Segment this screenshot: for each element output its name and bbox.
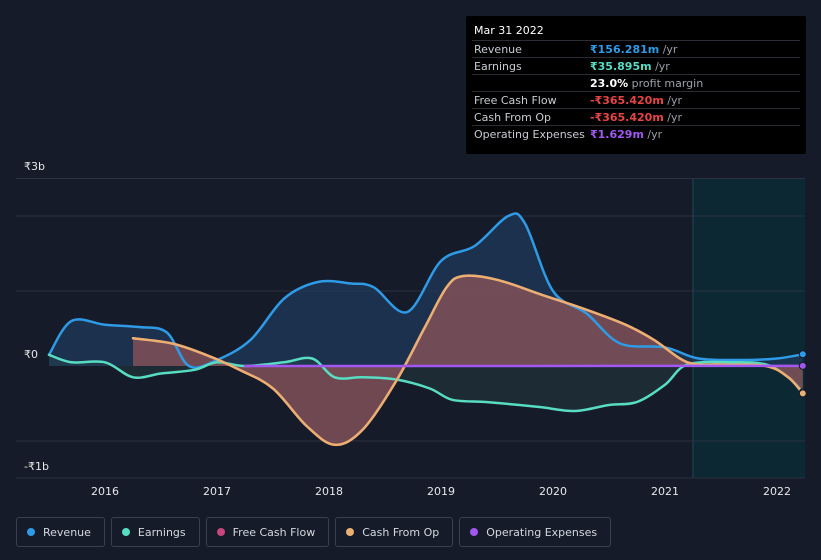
tooltip-row-margin: 23.0% profit margin <box>472 74 800 92</box>
cash-from-op-area <box>133 275 803 445</box>
x-tick-2021: 2021 <box>651 485 679 498</box>
forecast-band <box>693 178 805 478</box>
earnings-dot-icon <box>121 528 130 536</box>
legend-item-cash-from-op[interactable]: Cash From Op <box>335 517 454 547</box>
tooltip-value: ₹156.281m /yr <box>590 43 678 56</box>
x-tick-2016: 2016 <box>91 485 119 498</box>
tooltip-label: Free Cash Flow <box>474 94 557 107</box>
tooltip-value: -₹365.420m /yr <box>590 94 683 107</box>
data-tooltip: Mar 31 2022 Revenue ₹156.281m /yr Earnin… <box>466 16 806 154</box>
tooltip-value: ₹1.629m /yr <box>590 128 663 141</box>
earnings-area <box>49 354 803 412</box>
cash-from-op-end-marker <box>798 389 807 398</box>
chart-area: ₹3b ₹0 -₹1b 2016 2017 2018 2019 2020 202… <box>16 160 807 498</box>
tooltip-row-earnings: Earnings ₹35.895m /yr <box>472 57 800 75</box>
end-markers <box>798 350 807 398</box>
x-tick-2017: 2017 <box>203 485 231 498</box>
legend-label: Cash From Op <box>362 525 440 539</box>
legend-label: Operating Expenses <box>486 525 598 539</box>
revenue-area <box>49 213 803 368</box>
x-tick-2018: 2018 <box>315 485 343 498</box>
tooltip-date: Mar 31 2022 <box>474 24 544 37</box>
tooltip-label: Cash From Op <box>474 111 552 124</box>
revenue-end-marker <box>798 350 807 359</box>
legend-item-operating-expenses[interactable]: Operating Expenses <box>459 517 612 547</box>
series-lines <box>47 212 805 447</box>
y-tick-top: ₹3b <box>24 160 45 173</box>
y-tick-bottom: -₹1b <box>24 460 49 473</box>
operating-expenses-end-marker <box>798 361 807 370</box>
series-areas <box>49 213 803 445</box>
legend-item-revenue[interactable]: Revenue <box>16 517 105 547</box>
tooltip-label: Revenue <box>474 43 522 56</box>
x-tick-2020: 2020 <box>539 485 567 498</box>
tooltip-row-cfo: Cash From Op -₹365.420m /yr <box>472 108 800 126</box>
operating-expenses-dot-icon <box>470 528 479 536</box>
legend-label: Earnings <box>137 525 186 539</box>
legend-item-earnings[interactable]: Earnings <box>110 517 200 547</box>
chart-legend: Revenue Earnings Free Cash Flow Cash Fro… <box>16 517 612 547</box>
tooltip-value: -₹365.420m /yr <box>590 111 683 124</box>
tooltip-value: 23.0% profit margin <box>590 77 704 90</box>
earnings-line <box>47 353 805 413</box>
tooltip-row-fcf: Free Cash Flow -₹365.420m /yr <box>472 91 800 109</box>
x-tick-2019: 2019 <box>427 485 455 498</box>
gridlines <box>16 178 805 479</box>
legend-item-free-cash-flow[interactable]: Free Cash Flow <box>205 517 330 547</box>
tooltip-label: Earnings <box>474 60 522 73</box>
revenue-dot-icon <box>27 528 35 536</box>
legend-label: Revenue <box>43 525 91 539</box>
x-tick-2022: 2022 <box>763 485 791 498</box>
free-cash-flow-dot-icon <box>216 528 225 536</box>
tooltip-label: Operating Expenses <box>474 128 585 141</box>
tooltip-row-revenue: Revenue ₹156.281m /yr <box>472 40 800 58</box>
y-tick-zero: ₹0 <box>24 348 38 361</box>
legend-label: Free Cash Flow <box>232 525 316 539</box>
tooltip-value: ₹35.895m /yr <box>590 60 670 73</box>
tooltip-row-opex: Operating Expenses ₹1.629m /yr <box>472 125 800 143</box>
cash-from-op-dot-icon <box>346 528 355 536</box>
